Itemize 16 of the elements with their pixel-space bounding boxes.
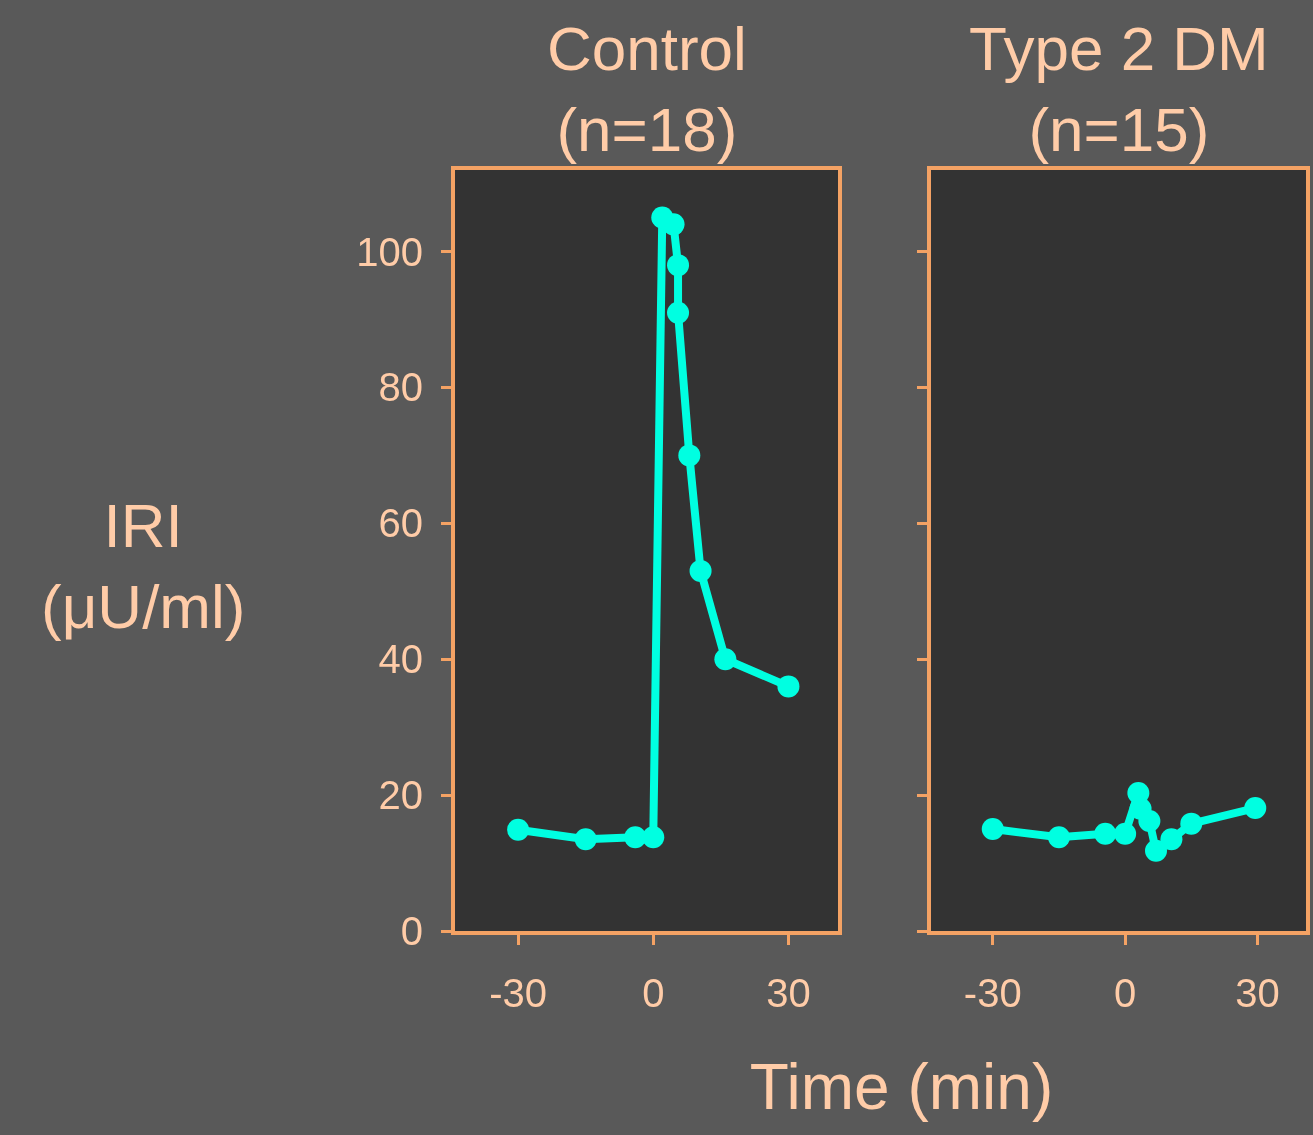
x-tick-label: 30: [1235, 971, 1280, 1015]
y-tick-label: 80: [378, 365, 423, 410]
y-axis-title: IRI (μU/ml): [41, 491, 246, 641]
x-tick-label: -30: [489, 971, 547, 1015]
x-axis-title: Time (min): [748, 1050, 1055, 1124]
x-tick-label: 0: [642, 971, 665, 1015]
x-tick-label: 30: [766, 971, 811, 1015]
y-tick-label: 100: [356, 229, 423, 274]
chart-title: Control (n=18): [547, 14, 747, 164]
y-tick-label: 60: [378, 501, 423, 546]
x-tick-label: 0: [1113, 971, 1137, 1015]
y-tick-label: 20: [378, 773, 423, 818]
x-tick-label: -30: [963, 971, 1022, 1015]
y-tick-label: 40: [378, 637, 423, 682]
y-tick-label: 0: [400, 909, 423, 953]
chart-title: Type 2 DM (n=15): [969, 14, 1269, 164]
